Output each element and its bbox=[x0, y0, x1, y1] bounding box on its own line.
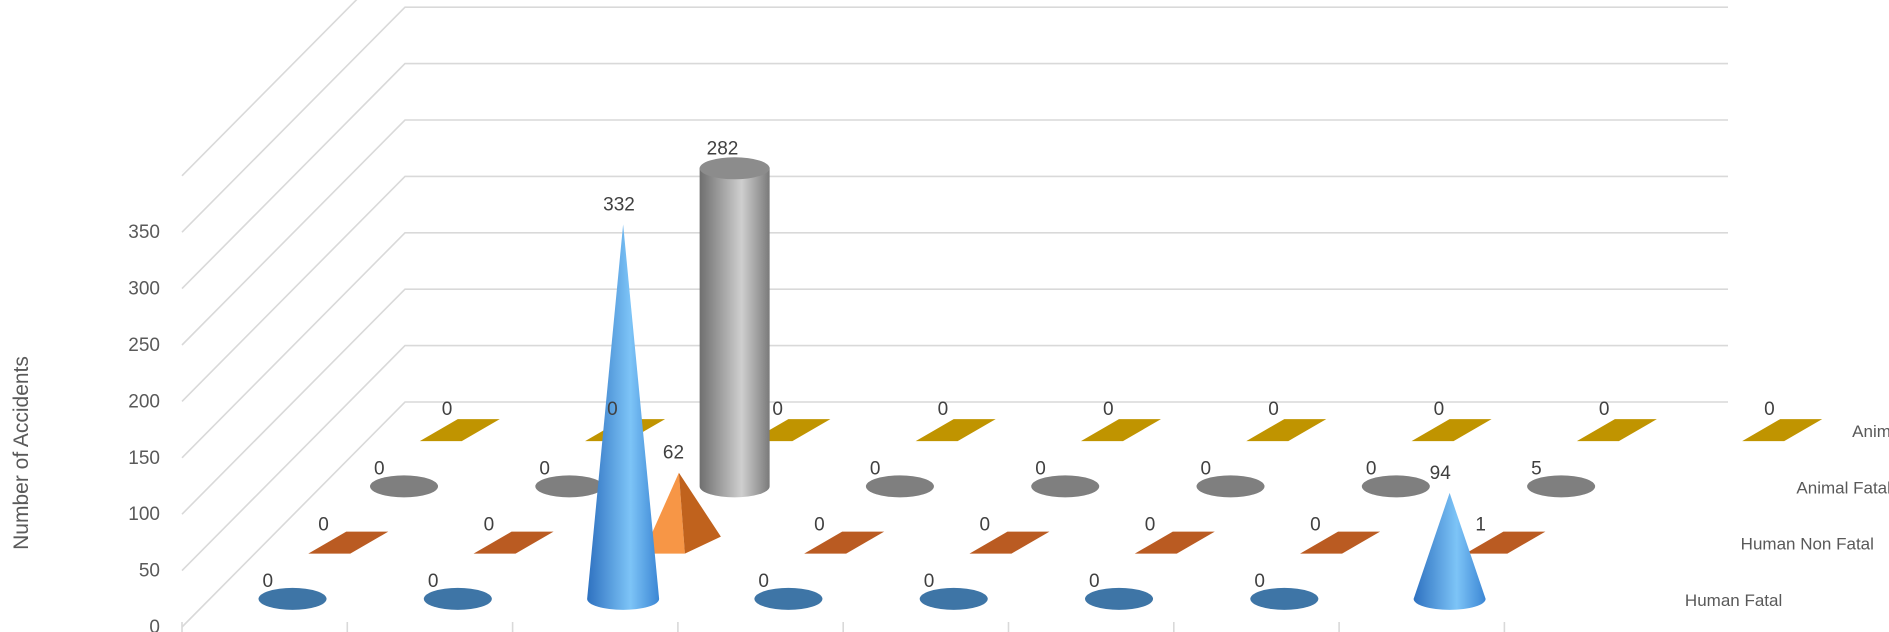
gridline bbox=[181, 0, 358, 177]
y-tick-label: 250 bbox=[128, 335, 160, 356]
y-tick-label: 300 bbox=[128, 279, 160, 300]
bar-human-fatal bbox=[1413, 492, 1486, 610]
data-label-human-fatal: 0 bbox=[428, 571, 439, 592]
bar-human-fatal bbox=[1085, 587, 1154, 610]
gridline bbox=[181, 288, 1728, 515]
data-label-human-non-fatal: 1 bbox=[1475, 515, 1486, 536]
bar-animal-non-fatal bbox=[1246, 419, 1327, 442]
y-tick-label: 0 bbox=[149, 617, 160, 632]
bar-human-fatal bbox=[919, 587, 988, 610]
bar-human-non-fatal bbox=[969, 531, 1050, 554]
bar-human-fatal bbox=[423, 587, 492, 610]
data-label-human-fatal: 0 bbox=[1089, 571, 1100, 592]
bar-animal-fatal bbox=[865, 475, 934, 498]
bar-human-fatal bbox=[587, 224, 660, 610]
bar-human-non-fatal bbox=[308, 531, 389, 554]
bar-animal-fatal bbox=[370, 475, 439, 498]
gridline bbox=[181, 62, 1728, 290]
bar-animal-fatal bbox=[699, 168, 770, 498]
x-axis-ticks bbox=[181, 622, 1506, 632]
y-tick-label: 200 bbox=[128, 391, 160, 412]
gridlines bbox=[181, 0, 1728, 628]
bar-animal-non-fatal bbox=[1080, 419, 1161, 442]
data-label-human-non-fatal: 62 bbox=[663, 443, 684, 464]
data-label-human-non-fatal: 0 bbox=[979, 515, 990, 536]
series-labels: Human Fatal Human Non Fatal Animal Fatal An… bbox=[1685, 422, 1889, 610]
series-label: Human Fatal bbox=[1685, 591, 1782, 610]
data-label-human-fatal: 332 bbox=[603, 194, 635, 215]
data-label-animal-fatal: 0 bbox=[1366, 458, 1377, 479]
data-label-animal-fatal: 282 bbox=[707, 138, 739, 159]
data-label-human-fatal: 94 bbox=[1430, 463, 1452, 484]
data-label-human-fatal: 0 bbox=[1254, 571, 1265, 592]
gridline bbox=[181, 6, 1728, 233]
bar-human-fatal bbox=[1250, 587, 1319, 610]
data-labels: 0 0 0 0 0 0 0 0 0 0 0 282 0 0 0 0 5 0 0 62 0 0 0 0 1 0 0 332 0 0 0 0 94 bbox=[263, 138, 1775, 592]
bar-animal-non-fatal bbox=[750, 419, 831, 442]
y-tick-label: 350 bbox=[128, 222, 160, 243]
bar-animal-fatal bbox=[1196, 475, 1265, 498]
gridline bbox=[181, 401, 1728, 628]
gridline bbox=[181, 344, 1728, 572]
bar-human-non-fatal bbox=[1134, 531, 1215, 554]
bar-animal-non-fatal bbox=[915, 419, 996, 442]
data-label-animal-fatal: 0 bbox=[374, 458, 385, 479]
y-tick-label: 150 bbox=[128, 448, 160, 469]
data-label-animal-fatal: 0 bbox=[1201, 458, 1212, 479]
data-label-human-non-fatal: 0 bbox=[814, 515, 825, 536]
data-label-human-non-fatal: 0 bbox=[318, 515, 329, 536]
y-axis-ticks: 0 50 100 150 200 250 300 350 bbox=[128, 222, 160, 632]
bar-animal-non-fatal bbox=[1411, 419, 1492, 442]
data-label-animal-fatal: 0 bbox=[870, 458, 881, 479]
chart-marks bbox=[258, 157, 1823, 610]
y-axis-title: Number of Accidents bbox=[10, 356, 33, 550]
bar-human-non-fatal-side bbox=[678, 472, 721, 554]
data-label-animal-non-fatal: 0 bbox=[442, 399, 453, 420]
data-label-animal-non-fatal: 0 bbox=[1764, 399, 1775, 420]
bar-animal-non-fatal bbox=[1576, 419, 1657, 442]
data-label-human-fatal: 0 bbox=[758, 571, 769, 592]
data-label-animal-non-fatal: 0 bbox=[1434, 399, 1445, 420]
data-label-animal-non-fatal: 0 bbox=[1268, 399, 1279, 420]
bar-human-non-fatal bbox=[1300, 531, 1381, 554]
bar-human-non-fatal bbox=[473, 531, 554, 554]
bar-animal-fatal bbox=[535, 475, 604, 498]
bar-human-non-fatal bbox=[804, 531, 885, 554]
data-label-animal-non-fatal: 0 bbox=[607, 399, 618, 420]
gridline bbox=[181, 232, 1728, 459]
data-label-animal-non-fatal: 0 bbox=[1599, 399, 1610, 420]
data-label-animal-non-fatal: 0 bbox=[1103, 399, 1114, 420]
bar-animal-non-fatal bbox=[419, 419, 500, 442]
bar-human-non-fatal bbox=[1465, 531, 1546, 554]
data-label-animal-non-fatal: 0 bbox=[772, 399, 783, 420]
data-label-human-non-fatal: 0 bbox=[1310, 515, 1321, 536]
data-label-animal-fatal: 5 bbox=[1531, 458, 1542, 479]
data-label-animal-fatal: 0 bbox=[1035, 458, 1046, 479]
y-tick-label: 100 bbox=[128, 504, 160, 525]
data-label-human-non-fatal: 0 bbox=[484, 515, 495, 536]
bar-animal-fatal bbox=[1031, 475, 1100, 498]
gridline bbox=[181, 119, 1728, 346]
series-label: Human Non Fatal bbox=[1741, 535, 1874, 554]
series-label: Animal Non fatal bbox=[1852, 422, 1889, 441]
bar-animal-fatal bbox=[1361, 475, 1430, 498]
bar-human-non-fatal bbox=[642, 472, 685, 554]
bar-animal-fatal-top bbox=[699, 157, 770, 180]
bar-human-fatal bbox=[258, 587, 327, 610]
data-label-animal-non-fatal: 0 bbox=[938, 399, 949, 420]
data-label-human-fatal: 0 bbox=[263, 571, 274, 592]
bar-animal-fatal bbox=[1527, 475, 1596, 498]
y-tick-label: 50 bbox=[139, 561, 160, 582]
data-label-human-fatal: 0 bbox=[924, 571, 935, 592]
series-label: Animal Fatal bbox=[1796, 478, 1889, 497]
data-label-human-non-fatal: 0 bbox=[1145, 515, 1156, 536]
gridline bbox=[181, 175, 1728, 402]
data-label-animal-fatal: 0 bbox=[539, 458, 550, 479]
bar-human-fatal bbox=[754, 587, 823, 610]
bar-animal-non-fatal bbox=[1742, 419, 1823, 442]
